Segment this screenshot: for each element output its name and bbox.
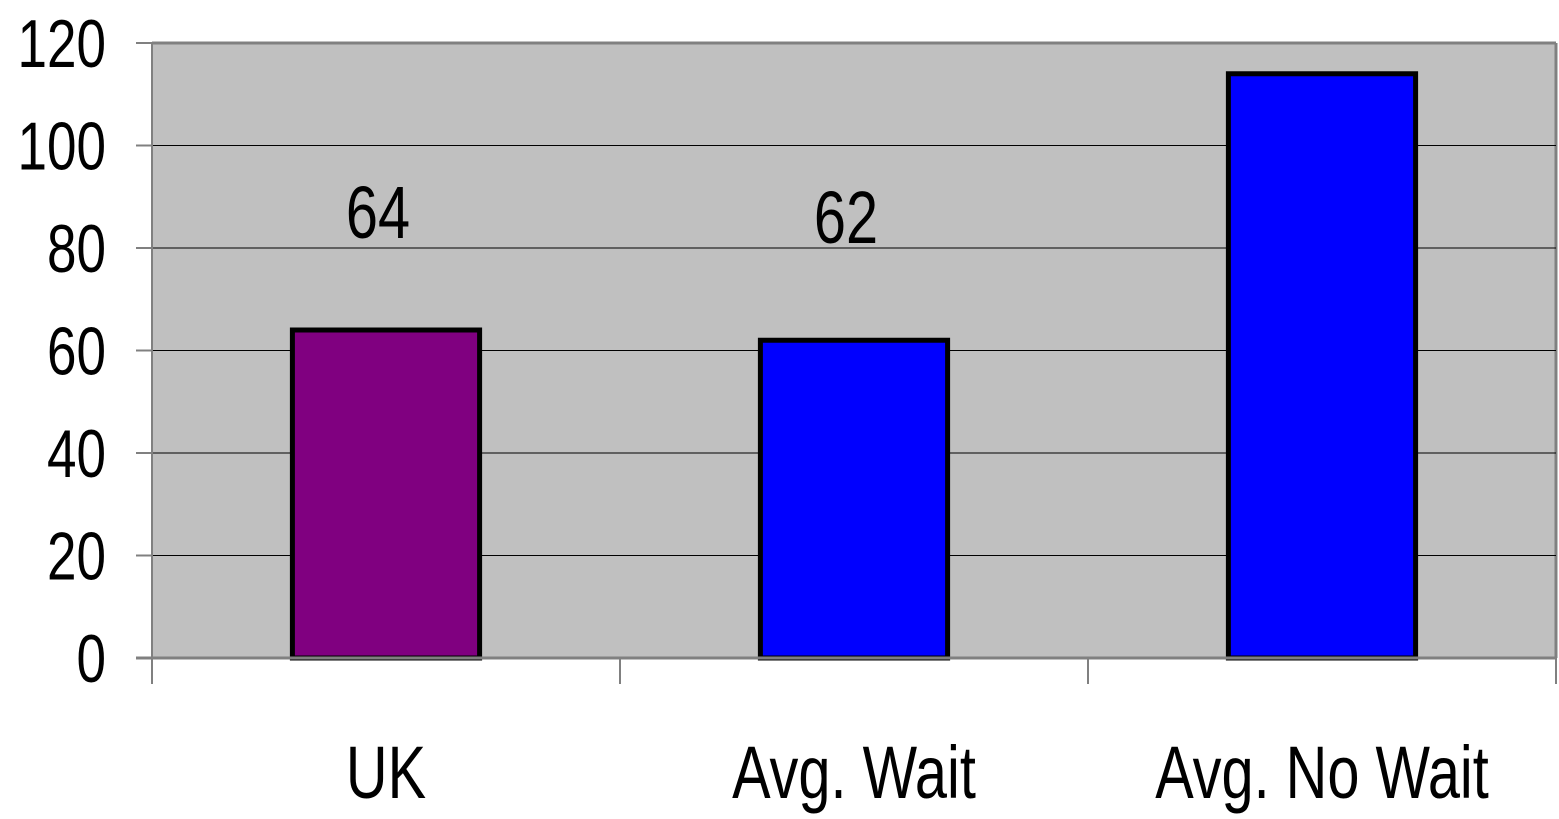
bar-uk (289, 327, 483, 661)
y-tick-label: 100 (18, 108, 106, 184)
x-tick-label: UK (346, 732, 426, 815)
y-tick-label: 60 (47, 313, 106, 389)
y-tick-label: 40 (47, 416, 106, 492)
bar-avg-wait (757, 337, 951, 661)
y-tick-label: 80 (47, 211, 106, 287)
y-tick-label: 120 (18, 6, 106, 82)
y-tick-label: 20 (47, 518, 106, 594)
data-labels: 64 62 (346, 172, 878, 260)
data-label: 64 (346, 172, 410, 255)
y-tick-label: 0 (76, 621, 106, 697)
x-tick-label: Avg. Wait (732, 732, 976, 815)
x-tick-label: Avg. No Wait (1155, 732, 1489, 815)
bar-avg-no-wait (1225, 71, 1419, 661)
data-label: 62 (814, 177, 878, 260)
axes: 0 20 40 60 80 100 120 UK Avg. Wait Avg. No Wait (18, 6, 1557, 815)
